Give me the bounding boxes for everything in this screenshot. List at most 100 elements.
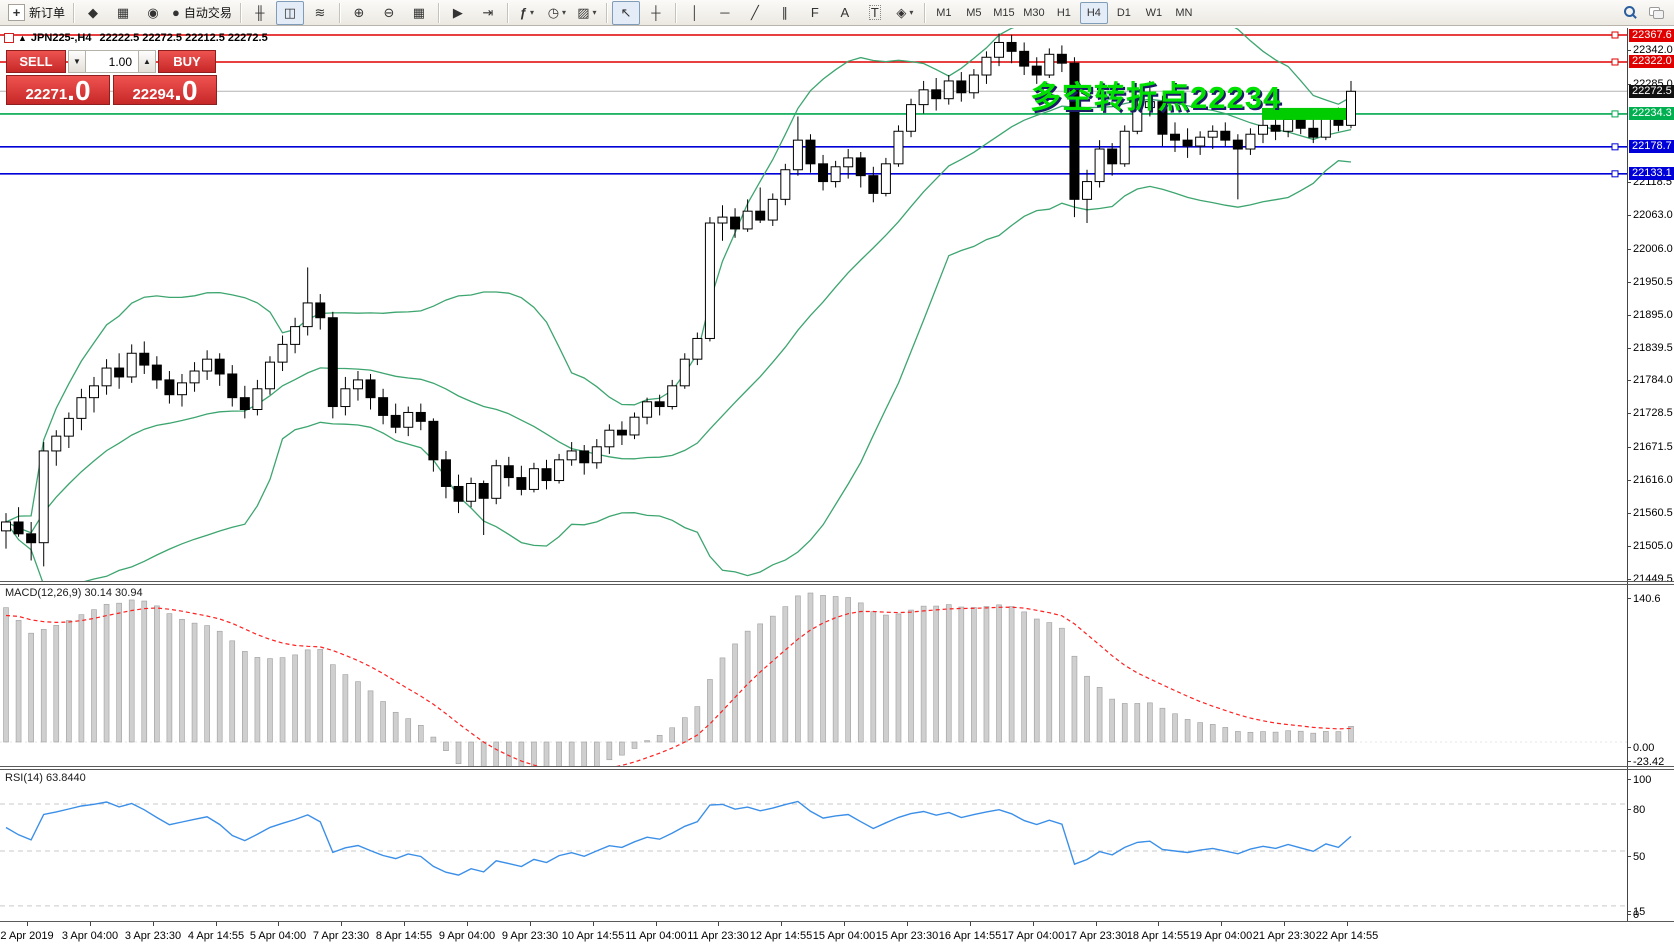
panel-separator[interactable] [0, 769, 1674, 770]
chevron-down-icon[interactable]: ▾ [592, 8, 597, 17]
market-watch-button[interactable]: ▦ [109, 1, 137, 25]
chart-window-button[interactable]: ◆ [79, 1, 107, 25]
timeframe-h1-button[interactable]: H1 [1056, 6, 1071, 19]
text-button[interactable]: A [831, 1, 859, 25]
highlight-bar[interactable] [1262, 107, 1352, 120]
timeframe-d1-button[interactable]: D1 [1116, 6, 1131, 19]
macd-histogram-bar [493, 741, 500, 766]
chat-icon[interactable] [1649, 7, 1664, 19]
timeframe-mn-button[interactable]: MN [1175, 6, 1193, 19]
cursor-button[interactable]: ↖ [611, 0, 640, 25]
line-handle[interactable] [1611, 58, 1619, 66]
macd-histogram-bar [455, 741, 462, 765]
macd-histogram-bar [292, 654, 298, 743]
signals-button[interactable]: ◉ [139, 1, 167, 25]
sell-price-main: 22271 [25, 86, 68, 103]
bull-candle [1132, 107, 1143, 132]
time-label: 17 Apr 23:30 [1064, 930, 1128, 942]
price-tick-label: 21895.0 [1633, 309, 1673, 321]
macd-histogram-bar [254, 657, 261, 743]
time-label: 11 Apr 04:00 [625, 930, 687, 942]
macd-histogram-bar [1147, 702, 1153, 743]
auto-scroll-button[interactable]: ▶ [444, 1, 472, 25]
line-handle[interactable] [1611, 170, 1619, 178]
buy-price-display[interactable]: 22294.0 [113, 75, 217, 105]
line-chart-button[interactable]: ≋ [306, 1, 334, 25]
macd-histogram-bar [1159, 707, 1166, 743]
macd-histogram-bar [933, 605, 939, 743]
volume-input[interactable] [86, 50, 138, 73]
trendline-button[interactable]: ╱ [741, 1, 769, 25]
macd-histogram-bar [1297, 730, 1304, 743]
zoom-in-button[interactable]: ⊕ [345, 1, 373, 25]
crosshair-button[interactable]: ┼ [642, 1, 670, 25]
bear-candle [956, 80, 967, 94]
macd-histogram-bar [857, 602, 864, 743]
fibonacci-icon: F [810, 5, 819, 20]
macd-histogram-bar [681, 717, 688, 743]
volume-decrease-button[interactable]: ▼ [68, 50, 86, 73]
line-handle[interactable] [1611, 110, 1619, 118]
macd-histogram-bar [229, 640, 236, 743]
macd-histogram-bar [1247, 731, 1254, 743]
panel-separator[interactable] [0, 581, 1674, 582]
bull-candle [101, 367, 112, 387]
text-label-button[interactable]: T [861, 1, 889, 25]
timeframe-m1-button[interactable]: M1 [936, 6, 952, 19]
search-icon[interactable] [1624, 6, 1637, 19]
vertical-line-button[interactable]: │ [681, 1, 709, 25]
timeframe-m15-button[interactable]: M15 [993, 6, 1015, 19]
candles-chart-button[interactable]: ◫ [275, 0, 304, 25]
time-tick [404, 921, 405, 926]
bear-candle [1107, 148, 1118, 165]
macd-histogram-bar [367, 690, 374, 743]
chart-text-annotation[interactable]: 多空转折点22234 [1030, 80, 1282, 115]
time-label: 3 Apr 04:00 [61, 930, 119, 942]
horizontal-line-button[interactable]: ─ [711, 1, 739, 25]
sell-button[interactable]: SELL [6, 50, 66, 73]
macd-histogram-bar [405, 718, 412, 743]
panel-separator[interactable] [0, 766, 1674, 767]
zoom-out-button[interactable]: ⊖ [375, 1, 403, 25]
volume-increase-button[interactable]: ▲ [138, 50, 156, 73]
chart-shift-button[interactable]: ⇥ [474, 1, 502, 25]
line-handle[interactable] [1611, 31, 1619, 39]
macd-histogram-bar [1323, 731, 1329, 743]
macd-histogram-bar [1209, 724, 1216, 743]
new-order-button[interactable]: + 新订单 [5, 1, 68, 25]
templates-button[interactable]: ▨ ▾ [573, 1, 601, 25]
macd-histogram-bar [568, 741, 575, 766]
indicators-button[interactable]: ƒ ▾ [513, 1, 541, 25]
timeframe-w1-button[interactable]: W1 [1145, 6, 1163, 19]
bull-candle [189, 370, 200, 384]
bear-candle [1056, 53, 1067, 64]
macd-histogram-bar [191, 622, 198, 743]
equidistant-channel-button[interactable]: ∥ [771, 1, 799, 25]
bull-candle [792, 139, 803, 171]
timeframe-h4-button[interactable]: H4 [1079, 1, 1108, 24]
periods-button[interactable]: ◷ ▾ [543, 1, 571, 25]
timeframe-m30-button[interactable]: M30 [1023, 6, 1045, 19]
bull-candle [554, 459, 565, 482]
tick-mark [1627, 50, 1631, 51]
time-tick [970, 921, 971, 926]
timeframe-m5-button[interactable]: M5 [966, 6, 982, 19]
fibonacci-button[interactable]: F [801, 1, 829, 25]
arrows-button[interactable]: ◈ ▾ [891, 1, 919, 25]
sell-price-display[interactable]: 22271.0 [6, 75, 110, 105]
macd-histogram-bar [1197, 722, 1203, 743]
chevron-down-icon[interactable]: ▾ [909, 8, 914, 17]
chevron-down-icon[interactable]: ▾ [530, 8, 535, 17]
chevron-down-icon[interactable]: ▾ [562, 8, 567, 17]
tile-windows-button[interactable]: ▦ [405, 1, 433, 25]
macd-histogram-bar [656, 734, 663, 743]
trendline-icon: ╱ [750, 5, 759, 20]
signals-icon: ◉ [147, 5, 159, 20]
line-handle[interactable] [1611, 143, 1619, 151]
bars-chart-button[interactable]: ╫ [246, 1, 274, 25]
buy-button[interactable]: BUY [158, 50, 216, 73]
panel-separator[interactable] [0, 584, 1674, 585]
autotrading-button[interactable]: ● 自动交易 [169, 1, 235, 25]
